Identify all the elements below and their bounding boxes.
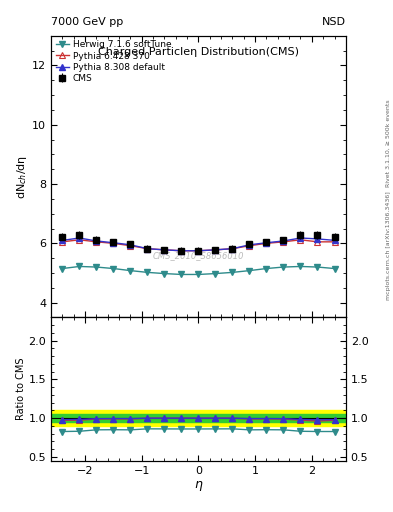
Pythia 6.428 370 (298, 237, 303, 243)
Pythia 6.428 370 (230, 246, 235, 252)
Herwig 7.1.6 softTune (230, 269, 235, 275)
Pythia 8.308 default (315, 236, 320, 242)
Herwig 7.1.6 softTune (196, 271, 201, 278)
Herwig 7.1.6 softTune (94, 264, 99, 270)
Y-axis label: Ratio to CMS: Ratio to CMS (16, 358, 26, 420)
Pythia 6.428 370 (94, 239, 99, 245)
Line: Herwig 7.1.6 softTune: Herwig 7.1.6 softTune (60, 264, 337, 277)
Herwig 7.1.6 softTune (179, 271, 184, 278)
Text: NSD: NSD (322, 17, 346, 27)
Herwig 7.1.6 softTune (60, 265, 65, 271)
Line: Pythia 6.428 370: Pythia 6.428 370 (60, 237, 337, 253)
Herwig 7.1.6 softTune (145, 269, 150, 275)
Y-axis label: dN$_{ch}$/dη: dN$_{ch}$/dη (15, 155, 29, 199)
Line: Pythia 8.308 default: Pythia 8.308 default (60, 235, 337, 253)
Text: CMS_2010_S8656010: CMS_2010_S8656010 (153, 251, 244, 260)
Pythia 8.308 default (179, 248, 184, 254)
Pythia 6.428 370 (60, 239, 65, 245)
Pythia 6.428 370 (281, 239, 286, 245)
Pythia 8.308 default (247, 242, 252, 248)
Text: Charged Particleη Distribution(CMS): Charged Particleη Distribution(CMS) (98, 47, 299, 57)
Pythia 8.308 default (264, 240, 269, 246)
Pythia 6.428 370 (111, 240, 116, 246)
Bar (51, 411, 346, 426)
Bar (51, 414, 346, 422)
Herwig 7.1.6 softTune (162, 270, 167, 276)
Herwig 7.1.6 softTune (128, 268, 133, 274)
Pythia 8.308 default (77, 235, 82, 241)
Herwig 7.1.6 softTune (298, 263, 303, 269)
Pythia 6.428 370 (315, 239, 320, 245)
Pythia 8.308 default (128, 242, 133, 248)
X-axis label: η: η (195, 478, 202, 492)
Pythia 8.308 default (332, 237, 337, 243)
Pythia 6.428 370 (196, 248, 201, 254)
Pythia 6.428 370 (264, 240, 269, 246)
Herwig 7.1.6 softTune (315, 264, 320, 270)
Pythia 8.308 default (230, 246, 235, 252)
Pythia 6.428 370 (162, 247, 167, 253)
Herwig 7.1.6 softTune (332, 265, 337, 271)
Pythia 8.308 default (196, 248, 201, 254)
Pythia 6.428 370 (179, 248, 184, 254)
Herwig 7.1.6 softTune (111, 265, 116, 271)
Pythia 8.308 default (60, 237, 65, 243)
Legend: Herwig 7.1.6 softTune, Pythia 6.428 370, Pythia 8.308 default, CMS: Herwig 7.1.6 softTune, Pythia 6.428 370,… (54, 38, 173, 85)
Pythia 8.308 default (213, 247, 218, 253)
Pythia 6.428 370 (213, 247, 218, 253)
Pythia 8.308 default (94, 238, 99, 244)
Pythia 6.428 370 (332, 239, 337, 245)
Pythia 6.428 370 (128, 243, 133, 249)
Pythia 8.308 default (298, 235, 303, 241)
Text: 7000 GeV pp: 7000 GeV pp (51, 17, 123, 27)
Herwig 7.1.6 softTune (213, 270, 218, 276)
Pythia 6.428 370 (145, 246, 150, 252)
Herwig 7.1.6 softTune (264, 265, 269, 271)
Herwig 7.1.6 softTune (281, 264, 286, 270)
Pythia 8.308 default (111, 240, 116, 246)
Text: mcplots.cern.ch [arXiv:1306.3436]: mcplots.cern.ch [arXiv:1306.3436] (386, 191, 391, 300)
Pythia 8.308 default (145, 246, 150, 252)
Pythia 8.308 default (281, 238, 286, 244)
Herwig 7.1.6 softTune (247, 268, 252, 274)
Pythia 6.428 370 (77, 237, 82, 243)
Text: Rivet 3.1.10, ≥ 500k events: Rivet 3.1.10, ≥ 500k events (386, 99, 391, 187)
Herwig 7.1.6 softTune (77, 263, 82, 269)
Pythia 6.428 370 (247, 243, 252, 249)
Pythia 8.308 default (162, 247, 167, 253)
